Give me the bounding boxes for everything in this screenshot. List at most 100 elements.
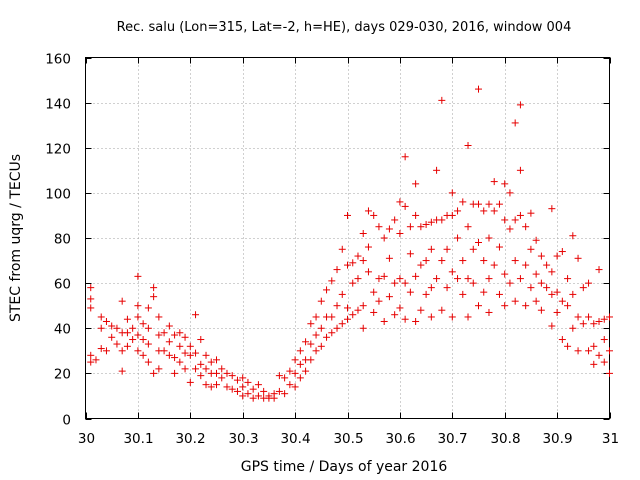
data-point	[537, 279, 545, 287]
data-point	[233, 387, 241, 395]
data-point	[97, 324, 105, 332]
data-point	[558, 248, 566, 256]
data-point	[364, 268, 372, 276]
data-point	[475, 200, 482, 208]
y-tick-label: 140	[45, 97, 71, 113]
data-point	[590, 360, 598, 368]
data-point	[134, 331, 142, 339]
data-point	[595, 351, 603, 359]
data-point	[139, 336, 147, 344]
data-point	[134, 272, 142, 280]
data-point	[354, 275, 362, 283]
data-point	[354, 252, 362, 260]
data-point	[564, 342, 572, 350]
y-tick-label: 60	[54, 277, 71, 293]
data-point	[87, 351, 95, 359]
data-point	[364, 207, 372, 215]
data-point	[155, 313, 163, 321]
data-point	[233, 376, 241, 384]
data-point	[270, 394, 278, 402]
data-point	[485, 200, 493, 208]
data-point	[417, 261, 425, 269]
data-point	[537, 306, 545, 314]
data-point	[317, 342, 325, 350]
y-axis-label: STEC from uqrg / TECUs	[8, 154, 24, 322]
data-point	[87, 358, 95, 366]
data-point	[564, 302, 572, 310]
data-point	[370, 288, 378, 296]
data-point	[181, 333, 189, 341]
data-point	[150, 369, 158, 377]
data-point	[401, 315, 409, 323]
data-point	[171, 369, 179, 377]
data-point	[118, 367, 126, 375]
data-point	[490, 207, 498, 215]
data-point	[480, 257, 488, 265]
data-point	[139, 351, 147, 359]
data-point	[438, 257, 446, 265]
data-point	[396, 275, 404, 283]
data-point	[223, 383, 231, 391]
data-point	[454, 234, 462, 242]
data-point	[129, 324, 137, 332]
data-point	[579, 284, 587, 292]
data-point	[511, 297, 519, 305]
data-point	[427, 313, 435, 321]
data-point	[506, 225, 514, 233]
data-point	[150, 284, 158, 292]
axis-ticks: 30 30.1 30.2 30.3 30.4 30.5 30.6 30.7 30.8 30.9 31…	[45, 52, 619, 448]
data-point	[501, 270, 509, 278]
data-point	[202, 365, 210, 373]
data-point	[391, 216, 399, 224]
data-point	[558, 336, 566, 344]
data-point	[134, 302, 142, 310]
data-point	[532, 236, 540, 244]
data-point	[548, 205, 556, 213]
data-point	[412, 180, 420, 188]
data-point	[197, 336, 205, 344]
data-point	[480, 288, 488, 296]
data-point	[102, 347, 110, 355]
data-point	[511, 257, 519, 265]
data-point	[385, 225, 393, 233]
data-point	[244, 378, 252, 386]
data-point	[485, 308, 493, 316]
data-point	[532, 270, 540, 278]
data-point	[291, 369, 299, 377]
data-point	[595, 317, 603, 325]
data-point	[469, 279, 477, 287]
data-point	[328, 313, 336, 321]
data-point	[176, 329, 184, 337]
data-point	[516, 275, 524, 283]
data-point	[396, 198, 404, 206]
data-point	[364, 243, 372, 251]
x-tick-label: 30.8	[490, 431, 520, 447]
data-point	[160, 347, 168, 355]
data-point	[427, 245, 435, 253]
data-point	[359, 229, 367, 237]
data-point	[522, 302, 530, 310]
data-point	[155, 331, 163, 339]
data-point	[317, 297, 325, 305]
data-point	[349, 311, 357, 319]
data-point	[558, 297, 566, 305]
data-point	[354, 306, 362, 314]
data-point	[406, 223, 414, 231]
data-point	[328, 277, 336, 285]
data-point	[606, 347, 613, 355]
data-point	[495, 243, 503, 251]
data-point	[579, 320, 587, 328]
data-point	[548, 290, 556, 298]
data-point	[422, 220, 430, 228]
data-point	[380, 317, 388, 325]
x-tick-label: 30.5	[333, 431, 363, 447]
data-point	[396, 229, 404, 237]
x-axis-label: GPS time / Days of year 2016	[241, 459, 448, 475]
data-point	[160, 329, 168, 337]
data-point	[375, 223, 383, 231]
x-tick-label: 30.7	[437, 431, 467, 447]
data-point	[286, 381, 294, 389]
data-point	[480, 207, 488, 215]
data-point	[433, 275, 441, 283]
plot-frame	[85, 57, 610, 419]
